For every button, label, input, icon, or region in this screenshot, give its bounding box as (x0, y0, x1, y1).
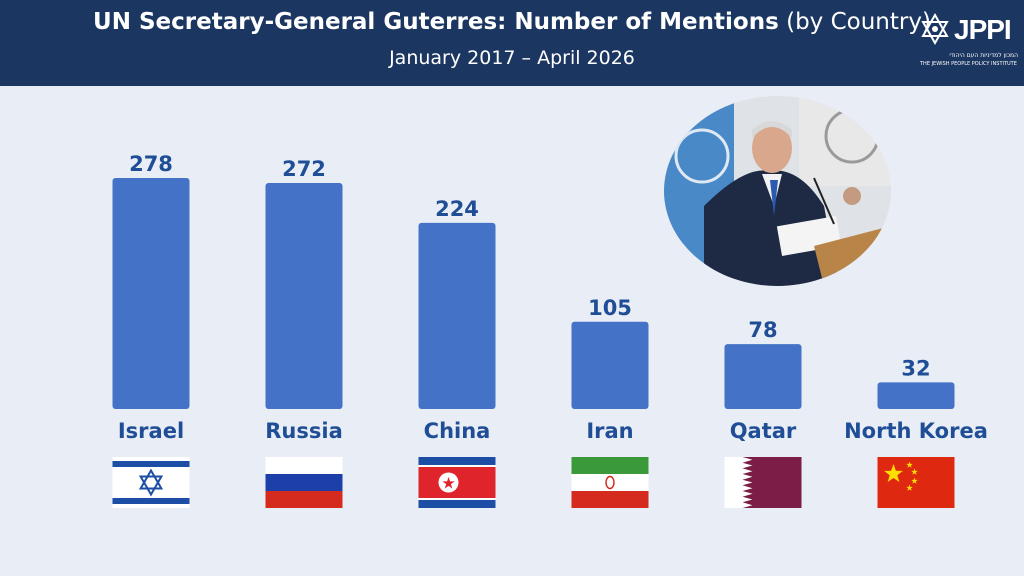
category-label: North Korea (844, 419, 988, 443)
chart-subtitle: January 2017 – April 2026 (389, 47, 635, 69)
data-label: 272 (282, 157, 326, 181)
speaker-photo (664, 96, 891, 286)
category-label: Qatar (730, 419, 797, 443)
bar-israel (112, 178, 190, 409)
logo-wordmark: JPPI (954, 14, 1012, 45)
title-main: UN Secretary-General Guterres: Number of… (93, 9, 779, 35)
category-label: China (424, 419, 491, 443)
russia-flag (265, 457, 343, 508)
bar-north-korea (877, 382, 955, 409)
qatar-flag (724, 457, 802, 508)
bar-qatar (724, 344, 802, 409)
iran-flag (571, 457, 649, 508)
title-suffix: (by Country) (778, 9, 931, 35)
chart-title: UN Secretary-General Guterres: Number of… (0, 9, 1024, 35)
logo-english: THE JEWISH PEOPLE POLICY INSTITUTE (920, 61, 1017, 67)
data-label: 105 (588, 296, 632, 320)
data-label: 78 (748, 318, 777, 342)
data-label: 224 (435, 197, 479, 221)
star-of-david-icon (921, 12, 949, 46)
header-bar: UN Secretary-General Guterres: Number of… (0, 0, 1024, 86)
data-label: 278 (129, 152, 173, 176)
data-label: 32 (901, 356, 930, 380)
north-korea-flag: ★ (418, 457, 496, 508)
china-flag (877, 457, 955, 508)
category-label: Israel (118, 419, 184, 443)
category-label: Iran (586, 419, 633, 443)
israel-flag (112, 457, 190, 508)
bar-china (418, 222, 496, 409)
bar-iran (571, 321, 649, 409)
jppi-logo: JPPI המכון למדיניות העם היהודי THE JEWIS… (918, 12, 1018, 72)
bar-chart: 278 Israel 272 Russia 224 China ★ 105 Iran 78 Qata… (112, 152, 988, 508)
logo-hebrew: המכון למדיניות העם היהודי (949, 52, 1018, 59)
category-label: Russia (265, 419, 343, 443)
bar-russia (265, 182, 343, 409)
svg-text:★: ★ (441, 474, 455, 493)
